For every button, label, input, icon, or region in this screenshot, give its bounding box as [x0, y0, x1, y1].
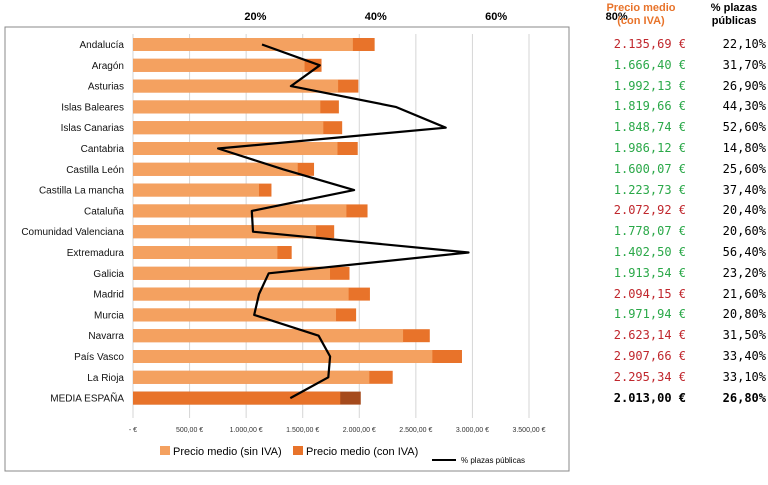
category-label: Comunidad Valenciana [21, 227, 124, 238]
top-tick-label: 80% [606, 11, 628, 23]
category-label: Castilla León [66, 165, 124, 176]
x-tick-label: - € [129, 427, 137, 434]
table-header-pct: % plazas públicas [702, 2, 766, 28]
bar-sin-iva [133, 225, 317, 239]
bar-sin-iva [133, 100, 321, 114]
category-label: MEDIA ESPAÑA [50, 392, 124, 405]
price-cell: 1.819,66 € [613, 99, 686, 114]
pct-cell: 33,10% [722, 369, 766, 384]
price-cell: 2.295,34 € [613, 369, 686, 384]
price-cell: 1.666,40 € [613, 57, 686, 72]
category-label: Cataluña [84, 206, 124, 217]
legend-label-plazas: % plazas públicas [461, 456, 525, 465]
bar-sin-iva [133, 370, 370, 384]
pct-cell: 26,80% [722, 390, 766, 405]
pct-cell: 31,70% [722, 57, 766, 72]
pct-cell: 20,80% [722, 307, 766, 322]
pct-cell: 14,80% [722, 141, 766, 155]
top-tick-label: 20% [244, 11, 266, 23]
pct-cell: 25,60% [722, 161, 766, 176]
category-label: Murcia [94, 310, 124, 321]
bar-sin-iva [133, 38, 353, 51]
price-cell: 1.778,07 € [613, 224, 686, 239]
top-tick-label: 40% [365, 11, 387, 23]
pct-cell: 22,10% [722, 37, 766, 51]
price-cell: 1.848,74 € [613, 120, 686, 135]
pct-cell: 23,20% [722, 265, 766, 280]
category-label: Castilla La mancha [39, 186, 124, 197]
table-header-pct-line1: % plazas [710, 2, 758, 14]
top-tick-label: 60% [485, 11, 507, 23]
bar-sin-iva [133, 287, 349, 301]
pct-cell: 33,40% [722, 349, 766, 363]
price-cell: 2.907,66 € [613, 349, 686, 363]
category-label: Galicia [93, 269, 124, 280]
bar-sin-iva [133, 142, 338, 155]
table-header-pct-line2: públicas [711, 15, 757, 27]
x-tick-label: 500,00 € [176, 427, 203, 434]
x-tick-label: 3.000,00 € [456, 427, 489, 434]
category-label: Madrid [93, 290, 124, 301]
category-label: La Rioja [87, 373, 124, 384]
price-cell: 1.223,73 € [613, 182, 686, 197]
pct-cell: 31,50% [722, 328, 766, 343]
bar-sin-iva [133, 121, 324, 135]
bar-sin-iva [133, 391, 341, 405]
x-tick-label: 3.500,00 € [512, 427, 545, 434]
pct-cell: 37,40% [722, 182, 766, 197]
category-label: Cantabria [81, 144, 125, 155]
pct-cell: 56,40% [722, 245, 766, 259]
x-tick-label: 2.500,00 € [399, 427, 432, 434]
bar-sin-iva [133, 58, 305, 72]
category-label: País Vasco [74, 352, 124, 363]
x-tick-label: 1.500,00 € [286, 427, 319, 434]
price-cell: 1.971,94 € [613, 307, 686, 322]
price-cell: 1.600,07 € [613, 161, 686, 176]
category-label: Aragón [92, 61, 124, 72]
bar-sin-iva [133, 183, 259, 197]
table-header-price-line2: (con IVA) [617, 15, 665, 27]
x-tick-label: 2.000,00 € [343, 427, 376, 434]
price-cell: 2.013,00 € [613, 390, 686, 405]
price-cell: 2.135,69 € [613, 37, 686, 51]
x-tick-label: 1.000,00 € [230, 427, 263, 434]
bar-sin-iva [133, 79, 339, 93]
price-cell: 1.992,13 € [613, 78, 686, 93]
bar-sin-iva [133, 204, 347, 218]
bar-sin-iva [133, 350, 433, 363]
category-label: Asturias [88, 82, 124, 93]
price-cell: 2.623,14 € [613, 328, 686, 343]
bar-sin-iva [133, 266, 331, 280]
bar-sin-iva [133, 162, 298, 176]
category-label: Islas Baleares [61, 102, 124, 113]
price-cell: 2.072,92 € [613, 203, 686, 218]
category-label: Islas Canarias [61, 123, 124, 134]
pct-cell: 21,60% [722, 286, 766, 301]
legend: Precio medio (sin IVA) Precio medio (con… [160, 446, 525, 465]
pct-cell: 20,60% [722, 224, 766, 239]
table-header-price: Precio medio (con IVA) [594, 2, 688, 28]
pct-cell: 20,40% [722, 203, 766, 218]
legend-swatch-sin-iva [160, 446, 170, 455]
table-header-price-line1: Precio medio [606, 2, 676, 14]
price-cell: 1.986,12 € [613, 141, 686, 155]
legend-swatch-con-iva [293, 446, 303, 455]
price-cell: 1.913,54 € [613, 265, 686, 280]
legend-label-sin-iva: Precio medio (sin IVA) [173, 446, 282, 458]
legend-label-con-iva: Precio medio (con IVA) [306, 446, 418, 458]
category-label: Andalucía [80, 40, 125, 51]
bar-sin-iva [133, 246, 278, 259]
category-label: Navarra [88, 331, 124, 342]
bar-sin-iva [133, 329, 404, 343]
bar-sin-iva [133, 308, 337, 322]
price-cell: 2.094,15 € [613, 286, 686, 301]
pct-cell: 52,60% [722, 120, 766, 135]
pct-cell: 44,30% [722, 99, 766, 114]
plazas-line [217, 43, 470, 400]
price-cell: 1.402,50 € [613, 245, 686, 259]
pct-cell: 26,90% [722, 78, 766, 93]
category-label: Extremadura [67, 248, 125, 259]
